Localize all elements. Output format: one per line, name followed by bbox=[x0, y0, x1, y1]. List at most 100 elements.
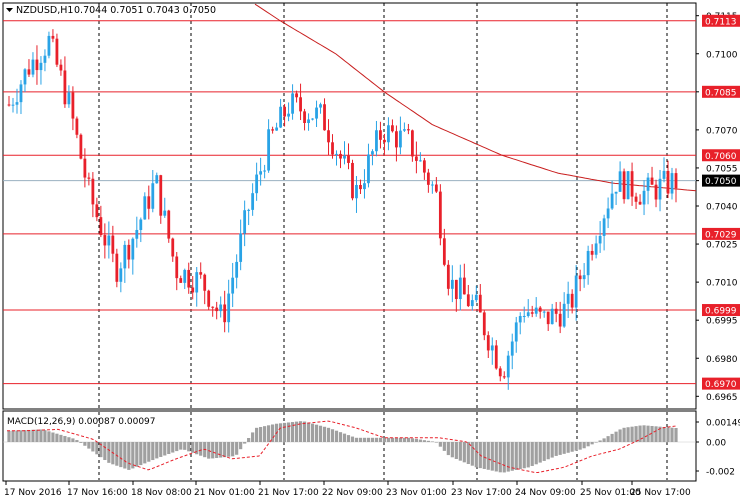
candle-body bbox=[7, 104, 11, 106]
candle-body bbox=[526, 312, 530, 316]
macd-bar bbox=[195, 442, 199, 455]
macd-bar bbox=[267, 425, 271, 442]
macd-bar bbox=[23, 430, 27, 442]
level-tag bbox=[702, 377, 740, 390]
macd-bar bbox=[330, 429, 335, 442]
candle-body bbox=[590, 250, 594, 255]
macd-bar bbox=[394, 437, 399, 442]
candle-body bbox=[458, 277, 462, 300]
candle-body bbox=[211, 306, 215, 308]
candle-body bbox=[470, 300, 474, 307]
candle-body bbox=[95, 204, 99, 218]
macd-bar bbox=[350, 436, 355, 442]
candle-body bbox=[271, 129, 275, 131]
candle-body bbox=[335, 153, 338, 155]
macd-bar bbox=[666, 427, 670, 442]
macd-bar bbox=[634, 426, 638, 442]
candle-body bbox=[63, 70, 67, 105]
candle-body bbox=[123, 244, 127, 269]
candle-body bbox=[239, 233, 243, 262]
price-tick-label: 0.7055 bbox=[706, 164, 738, 174]
candle-body bbox=[618, 171, 622, 192]
price-tick-label: 0.7010 bbox=[706, 279, 738, 289]
macd-bar bbox=[426, 440, 430, 442]
candle-body bbox=[371, 151, 374, 155]
candle-body bbox=[315, 107, 318, 119]
candle-body bbox=[35, 59, 39, 71]
macd-bar bbox=[386, 437, 391, 442]
candle-body bbox=[518, 316, 522, 323]
level-tag-label: 0.7113 bbox=[705, 17, 737, 27]
candle-body bbox=[506, 355, 510, 378]
candle-body bbox=[399, 130, 402, 148]
candle-body bbox=[674, 173, 678, 189]
candle-body bbox=[103, 235, 107, 246]
candle-body bbox=[562, 303, 566, 327]
macd-bar bbox=[31, 429, 35, 442]
candle-body bbox=[498, 368, 502, 377]
candle-body bbox=[450, 279, 454, 289]
ohlc-text: 0.7044 0.7051 0.7043 0.7050 bbox=[74, 5, 216, 16]
macd-bar bbox=[458, 442, 462, 461]
macd-bar bbox=[43, 430, 47, 442]
candle-body bbox=[570, 293, 574, 308]
macd-bar bbox=[19, 430, 23, 442]
macd-bar bbox=[302, 421, 307, 442]
level-tag-label: 0.7085 bbox=[705, 88, 737, 98]
level-tag bbox=[702, 149, 740, 162]
macd-bar bbox=[143, 442, 147, 464]
macd-tick-label: 0.00 bbox=[706, 439, 726, 449]
candle-body bbox=[514, 322, 518, 342]
moving-average bbox=[254, 3, 697, 192]
candle-body bbox=[243, 210, 247, 234]
macd-bar bbox=[191, 442, 195, 453]
macd-bar bbox=[211, 442, 215, 459]
macd-bar bbox=[578, 442, 582, 450]
macd-bar bbox=[51, 432, 55, 442]
candle-body bbox=[387, 125, 390, 143]
macd-bar bbox=[414, 438, 418, 442]
macd-bar bbox=[219, 442, 223, 458]
candle-body bbox=[574, 275, 578, 308]
macd-bar bbox=[67, 437, 71, 442]
candle-body bbox=[355, 184, 358, 199]
candle-body bbox=[478, 294, 482, 313]
macd-bar bbox=[382, 437, 387, 442]
symbol-label: NZDUSD,H1 bbox=[16, 5, 73, 16]
time-label: 23 Nov 17:00 bbox=[451, 488, 512, 498]
dropdown-triangle-icon[interactable] bbox=[6, 8, 13, 12]
macd-bar bbox=[566, 442, 570, 453]
candle-body bbox=[235, 261, 239, 278]
candle-body bbox=[586, 250, 590, 276]
candle-body bbox=[566, 293, 570, 304]
candle-body bbox=[347, 155, 350, 163]
level-tag-label: 0.7029 bbox=[705, 230, 737, 240]
candle-body bbox=[43, 55, 47, 63]
macd-bar bbox=[115, 442, 119, 466]
macd-bar bbox=[135, 442, 139, 467]
candle-body bbox=[550, 308, 554, 325]
candle-body bbox=[546, 311, 550, 325]
macd-bar bbox=[546, 442, 550, 460]
macd-bar bbox=[187, 442, 191, 452]
candle-body bbox=[251, 193, 255, 210]
macd-bar bbox=[418, 439, 422, 442]
macd-label: MACD(12,26,9) 0.00087 0.00097 bbox=[7, 417, 156, 427]
macd-bar bbox=[454, 442, 458, 459]
candle-body bbox=[422, 160, 426, 173]
price-panel[interactable] bbox=[2, 2, 697, 410]
macd-bar bbox=[39, 429, 43, 442]
candle-body bbox=[199, 272, 203, 275]
macd-bar bbox=[326, 427, 331, 442]
macd-bar bbox=[127, 442, 131, 470]
candle-body bbox=[87, 177, 91, 179]
macd-bar bbox=[482, 442, 486, 469]
candle-body bbox=[383, 139, 386, 143]
macd-bar bbox=[602, 438, 606, 442]
candle-body bbox=[594, 243, 598, 255]
candle-body bbox=[115, 253, 119, 282]
macd-bar bbox=[215, 442, 219, 459]
candle-body bbox=[259, 171, 263, 175]
